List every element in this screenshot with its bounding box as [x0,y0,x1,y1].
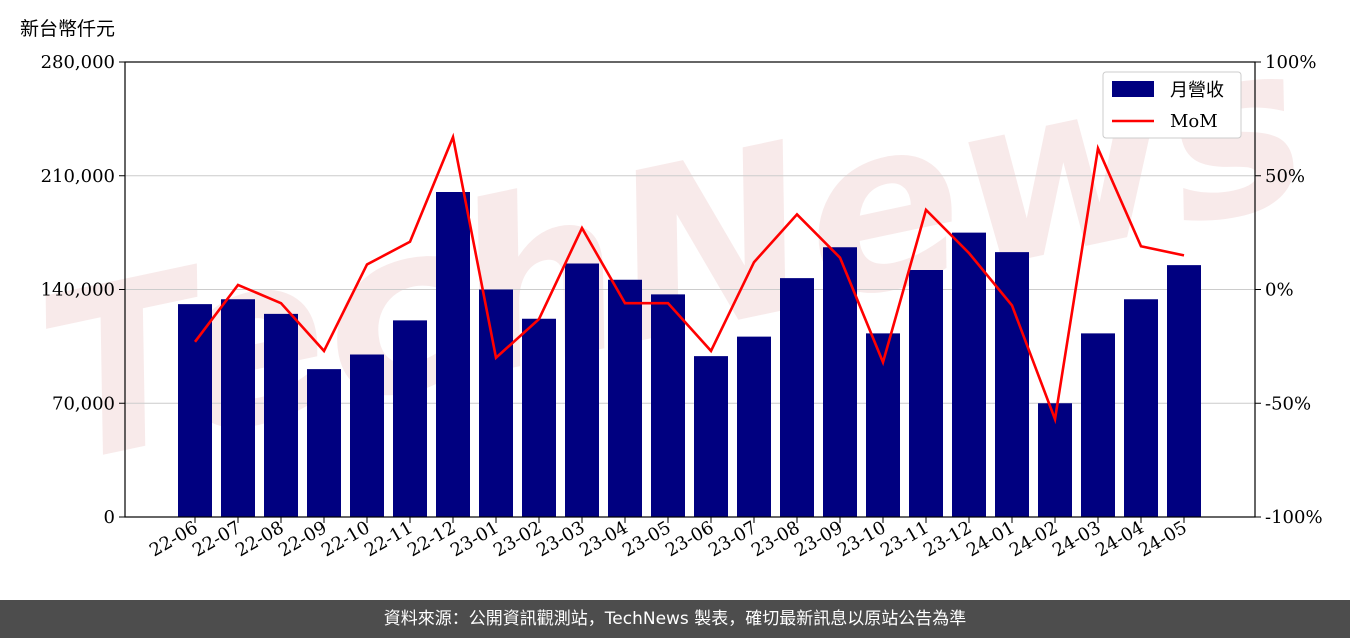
x-tick-label: 23-12 [920,517,975,561]
bar [737,336,771,517]
y-right-tick-label: -50% [1265,393,1311,414]
source-footer: 資料來源：公開資訊觀測站，TechNews 製表，確切最新訊息以原站公告為準 [0,600,1350,638]
bar [694,356,728,517]
bar [1081,333,1115,517]
y-right-tick-label: 0% [1265,280,1294,301]
mom-line [193,132,1185,425]
mom-line-series [193,132,1185,425]
y-right-tick-label: 50% [1265,166,1305,187]
x-tick-label: 23-05 [619,517,674,561]
x-tick-label: 24-04 [1092,517,1147,561]
bar [307,369,341,517]
x-tick-label: 22-06 [146,517,201,561]
bar [264,313,298,517]
x-tick-label: 22-10 [318,517,373,561]
x-tick-label: 22-09 [275,517,330,561]
chart: TechNews 070,000140,000210,000280,000-10… [19,0,1328,561]
bar [651,294,685,517]
legend-swatch-bar [1112,81,1154,97]
bar [221,299,255,517]
y-right-tick-label: 100% [1265,52,1316,73]
bar [952,232,986,517]
y-right-tick-label: -100% [1265,507,1323,528]
x-tick-label: 23-08 [748,517,803,561]
x-tick-label: 23-10 [834,517,889,561]
bar [393,320,427,517]
y-left-tick-label: 70,000 [52,393,115,414]
x-tick-label: 23-01 [447,517,502,561]
bar [1124,299,1158,517]
y-left-tick-label: 210,000 [41,166,115,187]
bar [995,252,1029,517]
y-left-tick-label: 0 [104,507,115,528]
x-tick-label: 24-01 [963,517,1018,561]
bar [479,289,513,517]
x-tick-label: 23-06 [662,517,717,561]
legend-label-mom: MoM [1170,111,1218,132]
bar-series [178,192,1201,517]
legend: 月營收 MoM [1102,71,1242,139]
bar [565,263,599,517]
legend-label-revenue: 月營收 [1170,80,1224,101]
x-tick-label: 22-08 [232,517,287,561]
bar [823,247,857,517]
y-axis-unit-label: 新台幣仟元 [20,18,116,40]
x-tick-label: 23-03 [533,517,588,561]
x-tick-label: 24-05 [1135,517,1190,561]
bar [909,270,943,517]
bar [350,354,384,517]
bar [178,304,212,517]
bar [522,318,556,517]
x-tick-label: 23-04 [576,517,631,561]
x-tick-label: 24-03 [1049,517,1104,561]
bar [608,279,642,517]
x-tick-label: 22-07 [189,517,244,561]
x-tick-label: 24-02 [1006,517,1061,561]
x-tick-label: 23-11 [877,517,932,561]
x-tick-label: 22-11 [361,517,416,561]
y-left-tick-label: 280,000 [41,52,115,73]
x-tick-label: 23-09 [791,517,846,561]
bar [1167,265,1201,517]
y-left-tick-label: 140,000 [41,280,115,301]
bar [780,278,814,517]
x-tick-label: 23-07 [705,517,760,561]
x-tick-label: 23-02 [490,517,545,561]
x-tick-label: 22-12 [404,517,459,561]
bar [436,192,470,517]
